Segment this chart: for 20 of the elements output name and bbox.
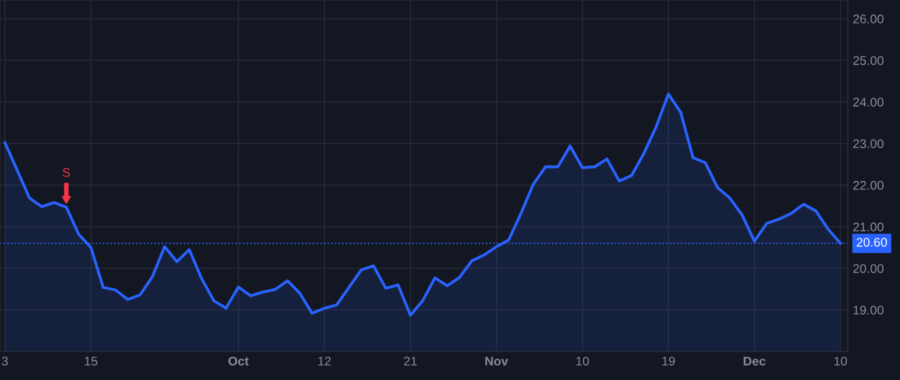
y-tick-label: 20.00 [853,264,884,273]
x-tick-label: 10 [834,356,847,366]
annotation: S [62,168,70,177]
y-tick-label: 22.00 [853,180,884,190]
x-tick-label: 3 [2,356,8,366]
y-tick-label: 23.00 [853,139,884,148]
y-tick-label: 21.00 [853,222,884,232]
y-tick-label: 26.00 [853,14,884,24]
x-tick-label: 15 [84,356,98,366]
x-tick-label: Nov [485,356,508,366]
x-tick-label: 10 [576,356,589,366]
x-tick-label: Oct [228,356,249,366]
x-tick-label: 21 [404,356,417,366]
x-tick-label: 12 [318,356,331,366]
x-tick-label: 19 [662,356,675,366]
y-tick-label: 19.00 [854,306,884,315]
ref-line-label: 20.60 [856,238,887,247]
y-tick-label: 24.00 [853,98,884,107]
y-tick-label: 25.00 [853,56,884,65]
x-tick-label: Dec [744,356,766,366]
